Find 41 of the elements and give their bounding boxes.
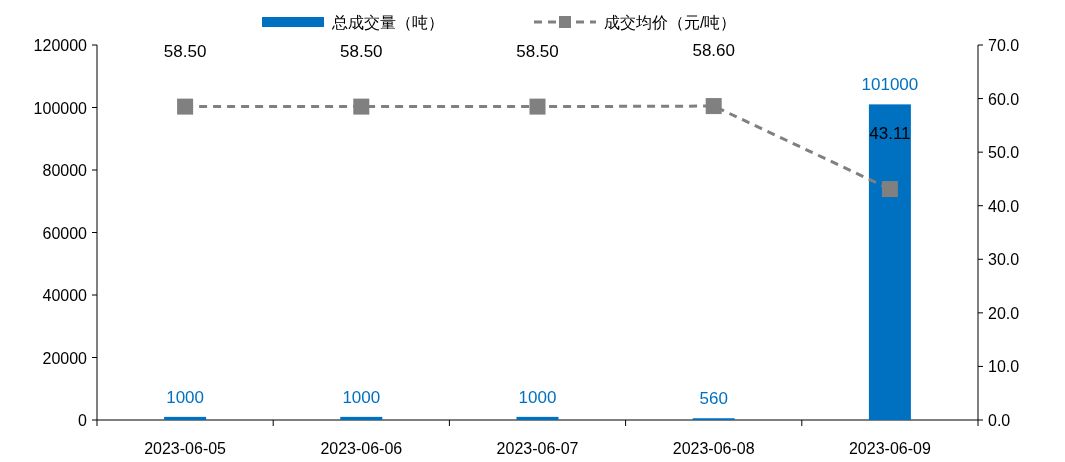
point xyxy=(705,98,722,115)
x-tick-label: 2023-06-05 xyxy=(144,440,227,457)
data-label: 1000 xyxy=(342,387,381,407)
point xyxy=(881,181,898,198)
y2-tick-label: 60.0 xyxy=(988,90,1020,108)
legend-label: 总成交量（吨） xyxy=(331,14,444,31)
y2-tick-label: 30.0 xyxy=(988,251,1020,269)
data-label: 58.50 xyxy=(516,41,559,61)
y2-tick-label: 20.0 xyxy=(988,304,1020,322)
point xyxy=(177,98,194,115)
y-tick-label: 60000 xyxy=(42,224,88,242)
data-label: 560 xyxy=(699,389,728,409)
y2-tick-label: 40.0 xyxy=(988,197,1020,215)
y2-tick-label: 0.0 xyxy=(988,412,1011,429)
point xyxy=(529,98,546,115)
y-tick-label: 20000 xyxy=(42,349,88,367)
y-tick-label: 40000 xyxy=(42,287,88,304)
x-tick-label: 2023-06-08 xyxy=(672,440,755,457)
data-label: 101000 xyxy=(861,75,919,95)
bar xyxy=(868,104,911,420)
data-label: 58.50 xyxy=(340,41,383,61)
bar xyxy=(164,416,207,420)
y-tick-label: 80000 xyxy=(42,162,88,179)
point xyxy=(353,98,370,115)
y-tick-label: 120000 xyxy=(33,37,88,54)
y-tick-label: 100000 xyxy=(33,99,88,117)
data-label: 1000 xyxy=(166,387,205,407)
y2-tick-label: 70.0 xyxy=(988,37,1020,54)
y-tick-label: 0 xyxy=(78,412,88,429)
data-label: 43.11 xyxy=(869,124,911,144)
bar xyxy=(516,416,559,420)
x-tick-label: 2023-06-06 xyxy=(320,440,403,457)
y2-tick-label: 10.0 xyxy=(988,358,1020,376)
x-tick-label: 2023-06-09 xyxy=(848,440,931,457)
legend-label: 成交均价（元/吨） xyxy=(604,14,737,31)
x-tick-label: 2023-06-07 xyxy=(496,440,579,457)
data-label: 58.60 xyxy=(692,41,735,61)
y2-tick-label: 50.0 xyxy=(988,144,1020,162)
data-label: 1000 xyxy=(518,387,557,407)
bar xyxy=(340,416,383,420)
data-label: 58.50 xyxy=(163,41,207,61)
